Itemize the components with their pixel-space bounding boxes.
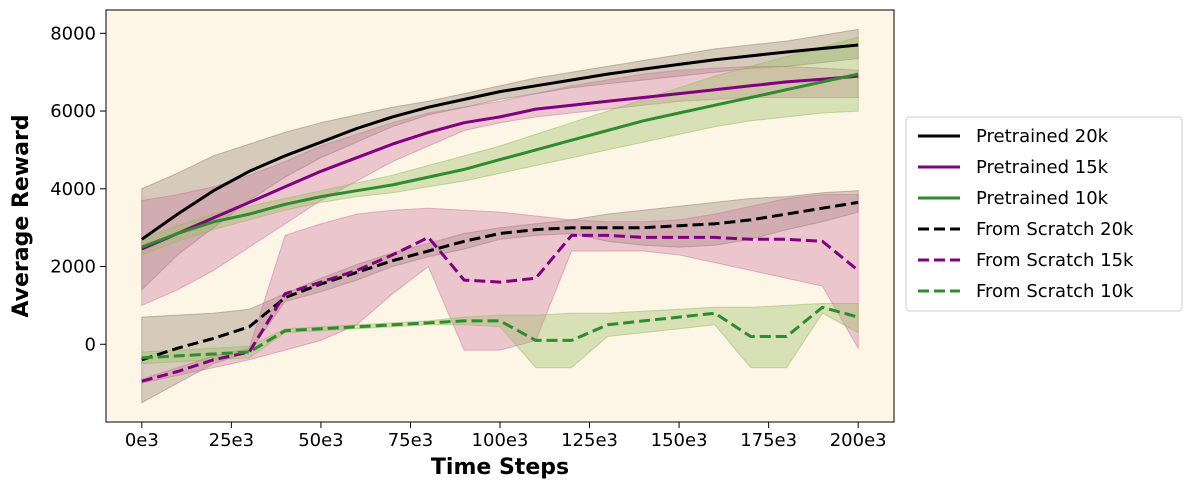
x-tick-label: 25e3 xyxy=(209,430,254,451)
x-tick-label: 150e3 xyxy=(651,430,708,451)
legend: Pretrained 20k Pretrained 15k Pretrained 1… xyxy=(905,116,1183,312)
x-tick-label: 0e3 xyxy=(125,430,159,451)
legend-label: Pretrained 15k xyxy=(976,157,1109,178)
line-pretrained-10k xyxy=(141,72,859,249)
line-from-scratch-15k xyxy=(141,233,860,383)
legend-label: From Scratch 15k xyxy=(976,250,1134,271)
legend-item-pretrained-10k: Pretrained 10k xyxy=(918,188,1109,209)
legend-frame xyxy=(905,116,1183,312)
legend-label: Pretrained 20k xyxy=(976,126,1109,147)
x-tick-label: 200e3 xyxy=(830,430,887,451)
x-tick-label: 50e3 xyxy=(298,430,343,451)
legend-label: From Scratch 10k xyxy=(976,281,1134,302)
legend-item-pretrained-20k: Pretrained 20k xyxy=(918,126,1109,147)
line-pretrained-15k xyxy=(141,74,859,251)
band-pretrained-10k xyxy=(141,36,859,256)
x-tick-label: 75e3 xyxy=(388,430,433,451)
line-from-scratch-10k xyxy=(141,305,859,360)
y-tick-label: 4000 xyxy=(50,179,96,200)
x-tick-label: 175e3 xyxy=(740,430,797,451)
x-tick-label: 100e3 xyxy=(472,430,529,451)
y-tick-label: 2000 xyxy=(50,257,96,278)
x-tick-label: 125e3 xyxy=(561,430,618,451)
y-axis: 0 2000 4000 6000 8000 xyxy=(50,23,106,355)
legend-label: Pretrained 10k xyxy=(976,188,1109,209)
legend-item-from-scratch-10k: From Scratch 10k xyxy=(918,281,1134,302)
x-axis: 0e3 25e3 50e3 75e3 100e3 125e3 150e3 175e3 200e3 xyxy=(125,422,887,451)
legend-item-from-scratch-20k: From Scratch 20k xyxy=(918,219,1134,240)
legend-item-pretrained-15k: Pretrained 15k xyxy=(918,157,1109,178)
line-pretrained-20k xyxy=(140,43,859,241)
y-axis-title: Average Reward xyxy=(9,114,34,317)
x-axis-title: Time Steps xyxy=(431,455,569,480)
legend-label: From Scratch 20k xyxy=(976,219,1134,240)
y-tick-label: 0 xyxy=(85,334,96,355)
y-tick-label: 8000 xyxy=(50,23,96,44)
band-from-scratch-10k xyxy=(141,303,859,369)
series-lines xyxy=(140,43,860,383)
legend-item-from-scratch-15k: From Scratch 15k xyxy=(918,250,1134,271)
y-tick-label: 6000 xyxy=(50,101,96,122)
